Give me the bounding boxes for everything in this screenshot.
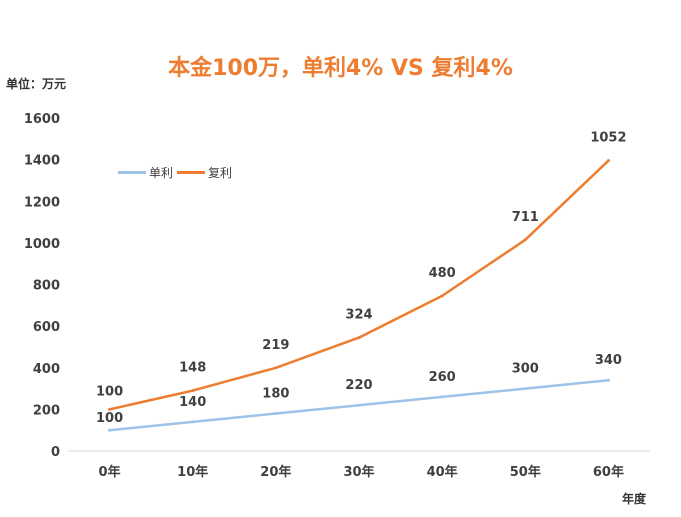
y-tick-label: 1000 (24, 237, 60, 252)
legend-swatch-compound (177, 171, 206, 174)
data-label: 711 (512, 210, 539, 225)
data-point (440, 395, 444, 399)
x-tick-label: 10年 (177, 464, 208, 480)
y-tick-label: 200 (33, 403, 60, 418)
data-point (108, 407, 112, 411)
data-point (191, 389, 195, 393)
chart-title: 本金100万，单利4% VS 复利4% (168, 56, 513, 81)
data-label: 1052 (590, 131, 626, 146)
x-tick-label: 0年 (99, 464, 121, 480)
y-tick-label: 0 (51, 445, 60, 460)
data-point (357, 403, 361, 407)
y-tick-label: 400 (33, 362, 60, 377)
x-tick-label: 30年 (343, 464, 374, 480)
data-label: 300 (512, 362, 539, 377)
data-label: 100 (96, 384, 123, 399)
data-label: 148 (179, 361, 206, 376)
data-point (523, 238, 527, 242)
data-point (274, 412, 278, 416)
data-label: 480 (429, 266, 456, 281)
x-tick-label: 50年 (510, 464, 541, 480)
x-tick-label: 40年 (427, 464, 458, 480)
data-point (108, 428, 112, 432)
legend-item-compound: 复利 (177, 164, 232, 181)
legend-label-simple: 单利 (149, 166, 174, 180)
x-tick-label: 20年 (260, 464, 291, 480)
y-tick-label: 1600 (24, 112, 60, 127)
legend-label-compound: 复利 (208, 166, 233, 180)
y-tick-label: 600 (33, 320, 60, 335)
legend-item-simple: 单利 (118, 164, 173, 181)
y-tick-label: 1400 (24, 154, 60, 169)
data-point (606, 159, 610, 163)
data-label: 100 (96, 411, 123, 426)
data-label: 180 (262, 387, 289, 402)
x-axis-title: 年度 (622, 492, 647, 506)
data-label: 340 (595, 353, 622, 368)
y-tick-label: 1200 (24, 195, 60, 210)
data-point (191, 420, 195, 424)
data-label: 260 (429, 370, 456, 385)
legend-swatch-simple (118, 171, 146, 174)
data-label: 140 (179, 395, 206, 410)
data-label: 219 (262, 338, 289, 353)
data-label: 220 (345, 378, 372, 393)
legend: 单利 复利 (118, 164, 236, 181)
x-tick-label: 60年 (593, 464, 624, 480)
data-point (357, 336, 361, 340)
data-point (274, 366, 278, 370)
data-label: 324 (345, 308, 372, 323)
unit-label: 单位：万元 (6, 77, 67, 91)
data-point (523, 387, 527, 391)
data-point (606, 378, 610, 382)
data-point (440, 294, 444, 298)
y-tick-label: 800 (33, 279, 60, 294)
